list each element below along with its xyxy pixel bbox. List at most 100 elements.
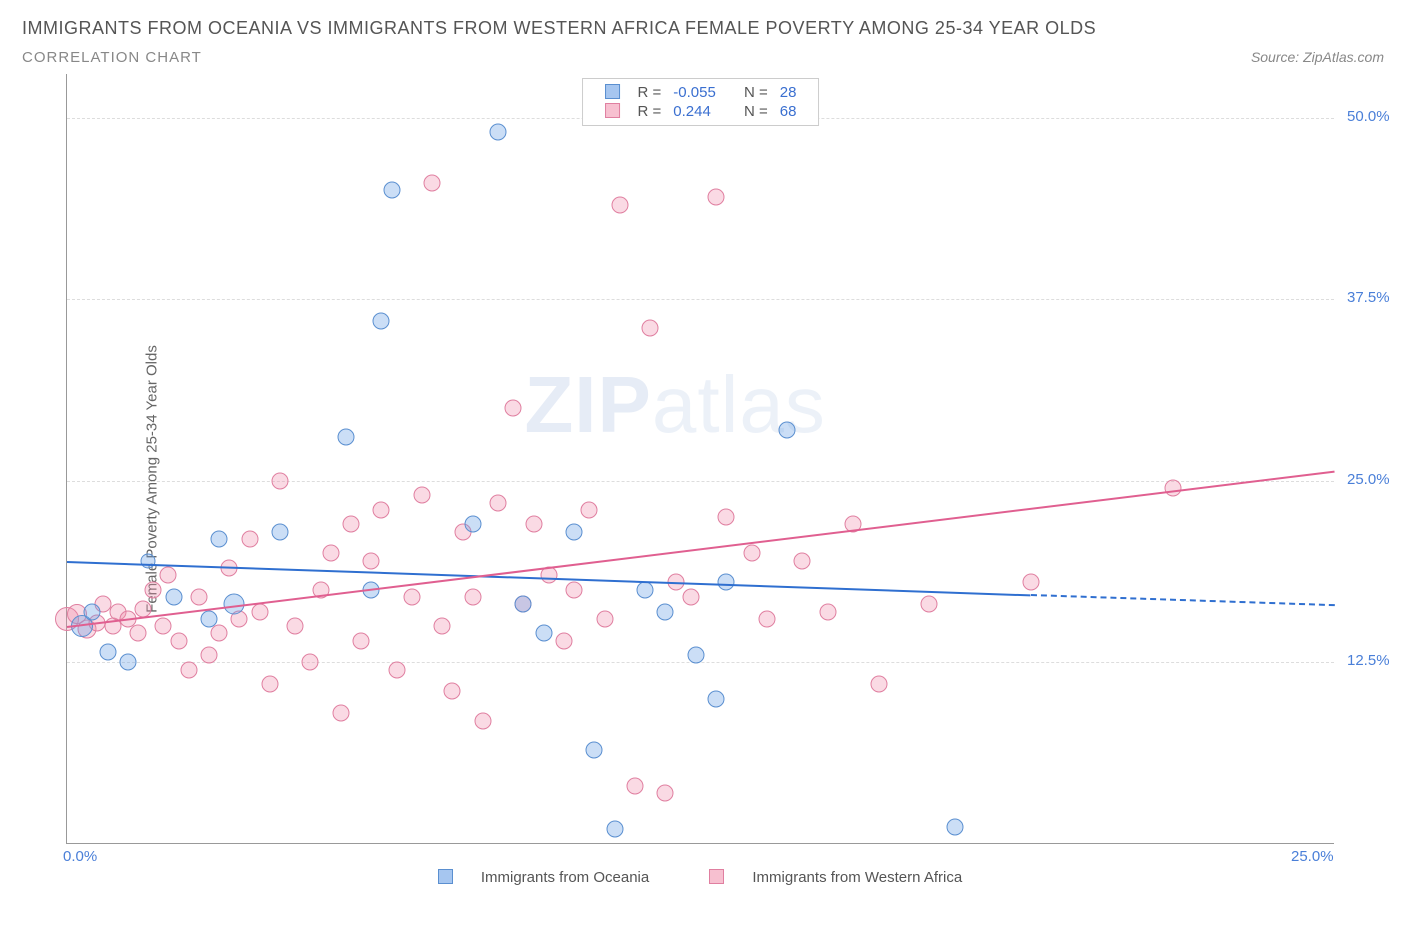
- data-point: [708, 690, 725, 707]
- data-point: [160, 567, 177, 584]
- data-point: [505, 400, 522, 417]
- data-point: [343, 516, 360, 533]
- data-point: [642, 320, 659, 337]
- data-point: [870, 676, 887, 693]
- data-point: [718, 574, 735, 591]
- data-point: [525, 516, 542, 533]
- data-point: [337, 429, 354, 446]
- legend-stats-row-blue: R = -0.055 N = 28: [599, 83, 803, 102]
- watermark: ZIPatlas: [524, 359, 825, 451]
- data-point: [794, 552, 811, 569]
- data-point: [272, 472, 289, 489]
- data-point: [155, 618, 172, 635]
- data-point: [637, 581, 654, 598]
- data-point: [490, 494, 507, 511]
- chart-container: Female Poverty Among 25-34 Year Olds ZIP…: [22, 74, 1384, 884]
- data-point: [251, 603, 268, 620]
- data-point: [566, 581, 583, 598]
- data-point: [84, 603, 101, 620]
- legend-item-pink: Immigrants from Western Africa: [695, 869, 976, 886]
- data-point: [1164, 480, 1181, 497]
- data-point: [682, 589, 699, 606]
- trend-line: [67, 471, 1335, 628]
- data-point: [145, 581, 162, 598]
- data-point: [490, 124, 507, 141]
- data-point: [180, 661, 197, 678]
- legend-swatch-pink-icon: [709, 869, 724, 884]
- data-point: [627, 777, 644, 794]
- plot-area: ZIPatlas R = -0.055 N = 28 R = 0.244 N: [66, 74, 1334, 844]
- data-point: [388, 661, 405, 678]
- data-point: [170, 632, 187, 649]
- data-point: [586, 741, 603, 758]
- chart-subtitle: CORRELATION CHART: [22, 49, 202, 66]
- data-point: [165, 589, 182, 606]
- data-point: [135, 600, 152, 617]
- legend-stats-row-pink: R = 0.244 N = 68: [599, 102, 803, 121]
- data-point: [779, 421, 796, 438]
- data-point: [444, 683, 461, 700]
- data-point: [241, 530, 258, 547]
- data-point: [261, 676, 278, 693]
- data-point: [708, 189, 725, 206]
- data-point: [322, 545, 339, 562]
- legend-swatch-blue-icon: [438, 869, 453, 884]
- gridline: [67, 662, 1334, 663]
- data-point: [211, 530, 228, 547]
- data-point: [201, 647, 218, 664]
- data-point: [119, 654, 136, 671]
- data-point: [515, 596, 532, 613]
- data-point: [373, 501, 390, 518]
- data-point: [596, 610, 613, 627]
- data-point: [130, 625, 147, 642]
- data-point: [611, 196, 628, 213]
- data-point: [743, 545, 760, 562]
- y-tick-label: 50.0%: [1347, 108, 1390, 125]
- data-point: [687, 647, 704, 664]
- data-point: [535, 625, 552, 642]
- gridline: [67, 481, 1334, 482]
- data-point: [718, 509, 735, 526]
- y-tick-label: 12.5%: [1347, 652, 1390, 669]
- data-point: [190, 589, 207, 606]
- data-point: [758, 610, 775, 627]
- source-label: Source: ZipAtlas.com: [1251, 49, 1384, 65]
- data-point: [383, 182, 400, 199]
- data-point: [657, 603, 674, 620]
- subtitle-row: CORRELATION CHART Source: ZipAtlas.com: [22, 49, 1384, 66]
- data-point: [606, 821, 623, 838]
- data-point: [272, 523, 289, 540]
- data-point: [657, 785, 674, 802]
- data-point: [819, 603, 836, 620]
- data-point: [556, 632, 573, 649]
- data-point: [403, 589, 420, 606]
- data-point: [287, 618, 304, 635]
- chart-title: IMMIGRANTS FROM OCEANIA VS IMMIGRANTS FR…: [22, 18, 1384, 39]
- data-point: [464, 516, 481, 533]
- legend-swatch-pink: [605, 103, 620, 118]
- data-point: [353, 632, 370, 649]
- x-tick-label: 25.0%: [1291, 848, 1334, 865]
- data-point: [373, 312, 390, 329]
- data-point: [921, 596, 938, 613]
- data-point: [566, 523, 583, 540]
- y-tick-label: 37.5%: [1347, 289, 1390, 306]
- data-point: [1022, 574, 1039, 591]
- data-point: [211, 625, 228, 642]
- data-point: [332, 705, 349, 722]
- data-point: [363, 552, 380, 569]
- legend-bottom: Immigrants from Oceania Immigrants from …: [66, 869, 1334, 886]
- legend-swatch-blue: [605, 84, 620, 99]
- data-point: [424, 174, 441, 191]
- data-point: [99, 644, 116, 661]
- x-tick-label: 0.0%: [63, 848, 97, 865]
- data-point: [434, 618, 451, 635]
- data-point: [414, 487, 431, 504]
- data-point: [201, 610, 218, 627]
- data-point: [302, 654, 319, 671]
- y-tick-label: 25.0%: [1347, 471, 1390, 488]
- gridline: [67, 299, 1334, 300]
- data-point: [946, 818, 963, 835]
- data-point: [474, 712, 491, 729]
- data-point: [464, 589, 481, 606]
